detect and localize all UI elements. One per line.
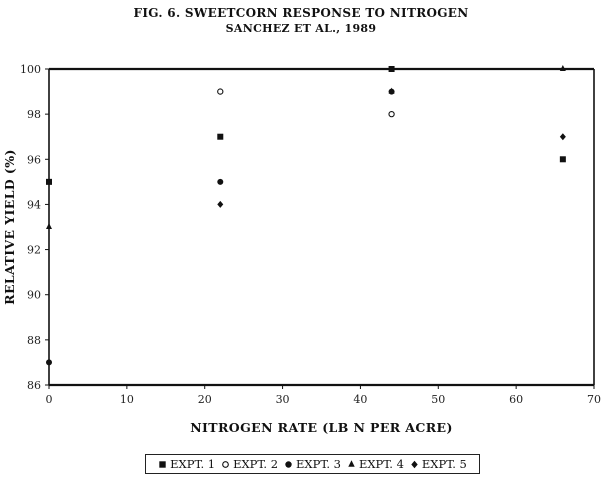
data-point	[388, 66, 395, 72]
legend-label: EXPT. 2	[233, 457, 279, 471]
data-point	[46, 178, 52, 185]
y-tick-label: 88	[27, 334, 41, 347]
y-tick-label: 86	[27, 379, 41, 392]
data-point	[46, 223, 52, 229]
x-tick-label: 50	[431, 393, 445, 406]
data-point	[388, 110, 395, 118]
x-tick-label: 30	[276, 393, 290, 406]
series-expt-2	[217, 88, 395, 118]
y-tick-label: 96	[27, 153, 41, 166]
data-point	[559, 156, 566, 163]
x-tick-label: 60	[509, 393, 523, 406]
data-point	[46, 359, 52, 366]
legend-marker-icon	[348, 459, 355, 467]
chart-legend: EXPT. 1 EXPT. 2 EXPT. 3 EXPT. 4 EXPT. 5	[145, 454, 480, 474]
data-point	[388, 87, 395, 94]
series-expt-5	[217, 133, 566, 208]
legend-label: EXPT. 4	[358, 457, 404, 471]
legend-item: EXPT. 4	[347, 457, 404, 471]
chart-title: FIG. 6. SWEETCORN RESPONSE TO NITROGEN	[133, 6, 469, 20]
chart-subtitle: SANCHEZ ET AL., 1989	[225, 22, 377, 35]
legend-item: EXPT. 1	[158, 457, 215, 471]
y-tick-label: 90	[27, 289, 41, 302]
legend-item: EXPT. 2	[221, 457, 278, 471]
legend-marker	[159, 460, 166, 468]
legend-item: EXPT. 5	[410, 457, 467, 471]
x-tick-label: 10	[120, 393, 134, 406]
x-tick-label: 20	[198, 393, 212, 406]
x-axis-label: NITROGEN RATE (LB N PER ACRE)	[190, 420, 453, 435]
legend-marker-icon	[285, 460, 292, 468]
y-axis-label: RELATIVE YIELD (%)	[2, 149, 17, 305]
legend-marker-icon	[159, 460, 166, 468]
y-tick-label: 98	[27, 108, 41, 121]
data-point	[217, 200, 224, 208]
data-point	[217, 88, 224, 95]
legend-marker	[285, 460, 292, 468]
legend-label: EXPT. 1	[170, 457, 216, 471]
data-point	[559, 133, 566, 141]
scatter-chart: 0 10 20 30 40 50 60 70 86 88 90 92 94 96 98 100 NITROGE…	[2, 63, 601, 435]
data-point	[217, 178, 224, 185]
y-tick-label: 92	[27, 244, 41, 257]
legend-marker-icon	[411, 460, 418, 468]
legend-marker	[348, 459, 355, 467]
legend-item: EXPT. 3	[284, 457, 341, 471]
x-tick-label: 40	[353, 393, 367, 406]
legend-marker	[222, 460, 229, 468]
x-tick-label: 70	[587, 393, 601, 406]
data-point	[217, 133, 224, 140]
legend-marker	[411, 460, 418, 468]
data-point	[559, 65, 566, 71]
legend-label: EXPT. 3	[296, 457, 341, 471]
legend-marker-icon	[222, 460, 229, 468]
series-expt-4	[46, 65, 566, 229]
legend-label: EXPT. 5	[421, 457, 467, 471]
y-tick-label: 100	[20, 63, 41, 76]
y-tick-label: 94	[27, 198, 41, 211]
x-tick-label: 0	[46, 393, 53, 406]
series-expt-3	[46, 88, 395, 366]
series-expt-1	[46, 66, 566, 185]
